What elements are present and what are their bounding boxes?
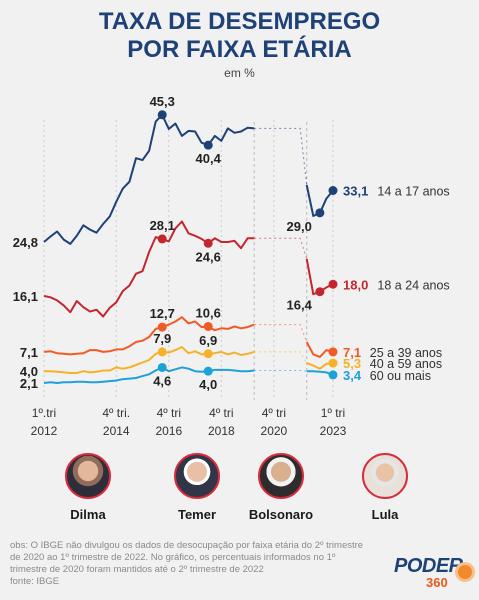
- annotation-point-2-1: [203, 321, 213, 331]
- annotation-point-3-0: [157, 347, 167, 357]
- president-temer: Temer: [152, 453, 242, 522]
- series-end-point-3: [328, 358, 338, 368]
- series-gap-line-4: [254, 370, 307, 372]
- x-tick-label-top-4: 4º tri: [262, 406, 286, 420]
- annotation-label-1-1: 24,6: [196, 249, 221, 264]
- series-name-label-4: 60 ou mais: [370, 369, 431, 383]
- series-name-label-3: 40 a 59 anos: [370, 357, 442, 371]
- logo-number: 360: [426, 575, 448, 590]
- annotation-point-4-1: [203, 366, 213, 376]
- annotation-label-1-0: 28,1: [150, 218, 175, 233]
- obs-line-1: obs: O IBGE não divulgou os dados de des…: [10, 540, 364, 551]
- chart-subtitle: em %: [224, 66, 255, 80]
- president-name: Lula: [371, 507, 399, 522]
- president-bolsonaro: Bolsonaro: [236, 453, 326, 522]
- series-start-label-1: 16,1: [13, 289, 38, 304]
- series-line-0: [43, 113, 255, 245]
- annotation-label-3-0: 7,9: [153, 331, 171, 346]
- x-tick-label-top-2: 4º tri: [157, 406, 181, 420]
- series-gap-line-0: [254, 127, 308, 185]
- annotation-label-2-1: 10,6: [196, 305, 221, 320]
- annotation-point-1-2: [315, 287, 325, 297]
- series-start-label-0: 24,8: [13, 235, 38, 250]
- x-tick-label-bottom-0: 2012: [31, 424, 58, 438]
- series-end-label-2: 7,1: [343, 345, 361, 360]
- annotation-point-0-1: [203, 140, 213, 150]
- series-gap-line-2: [254, 324, 308, 343]
- annotation-label-0-2: 29,0: [287, 219, 312, 234]
- series-start-label-3: 4,0: [20, 364, 38, 379]
- annotation-label-1-2: 16,4: [287, 298, 313, 313]
- x-tick-label-bottom-1: 2014: [103, 424, 130, 438]
- annotation-label-2-0: 12,7: [150, 306, 175, 321]
- president-name: Dilma: [70, 507, 106, 522]
- series-name-label-1: 18 a 24 anos: [377, 278, 449, 292]
- annotation-point-0-2: [315, 208, 325, 218]
- annotation-label-3-1: 6,9: [199, 333, 217, 348]
- series-end-point-4: [328, 370, 338, 380]
- series-line-2: [43, 316, 255, 356]
- series-start-label-2: 7,1: [20, 345, 38, 360]
- series-start-label-4: 2,1: [20, 376, 38, 391]
- line-chart: 1º.tri 2012 4º tri. 2014 4º tri 2016 4º tri 201…: [13, 94, 450, 438]
- president-dilma: Dilma: [43, 453, 133, 522]
- series-line-recent-2: [305, 341, 334, 358]
- annotation-label-0-0: 45,3: [150, 94, 175, 109]
- obs-line-2: de 2020 ao 1º trimestre de 2022. No gráf…: [10, 552, 336, 563]
- annotation-label-4-1: 4,0: [199, 377, 217, 392]
- president-name: Temer: [177, 507, 217, 522]
- series-end-label-1: 18,0: [343, 277, 368, 292]
- series-line-recent-4: [306, 370, 334, 376]
- source-note: fonte: IBGE: [10, 576, 60, 587]
- series-gap-line-3: [254, 351, 308, 364]
- title-line-2: POR FAIXA ETÁRIA: [127, 36, 352, 63]
- series-line-4: [43, 366, 255, 384]
- obs-line-3: trimestre de 2020 foram mantidos até o 2…: [10, 564, 264, 575]
- avatar: [174, 453, 220, 499]
- series-name-label-2: 25 a 39 anos: [370, 346, 442, 360]
- series-end-label-4: 3,4: [343, 368, 362, 383]
- title-line-1: TAXA DE DESEMPREGO: [98, 8, 381, 35]
- series-end-label-0: 33,1: [343, 184, 368, 199]
- series-gap-line-1: [254, 237, 308, 259]
- series-name-label-0: 14 a 17 anos: [377, 185, 449, 199]
- x-tick-label-top-0: 1º.tri: [32, 406, 56, 420]
- chart-title: TAXA DE DESEMPREGO POR FAIXA ETÁRIA: [0, 8, 479, 64]
- series-end-label-3: 5,3: [343, 356, 361, 371]
- annotation-point-3-1: [203, 349, 213, 359]
- series-end-point-0: [328, 186, 338, 196]
- annotation-point-1-0: [157, 234, 167, 244]
- series-line-1: [43, 220, 255, 318]
- annotation-label-0-1: 40,4: [196, 151, 222, 166]
- annotation-point-4-0: [157, 362, 167, 372]
- x-tick-label-bottom-2: 2016: [155, 424, 182, 438]
- annotation-point-2-0: [157, 322, 167, 332]
- x-tick-label-top-3: 4º tri: [209, 406, 233, 420]
- series-end-point-1: [328, 279, 338, 289]
- x-tick-label-top-1: 4º tri.: [102, 406, 130, 420]
- x-tick-label-bottom-5: 2023: [320, 424, 347, 438]
- x-tick-label-bottom-4: 2020: [261, 424, 288, 438]
- avatar: [65, 453, 111, 499]
- annotation-point-1-1: [203, 238, 213, 248]
- poder360-logo: PODER 360: [394, 555, 474, 595]
- presidents-row: Dilma Temer Bolsonaro Lula: [0, 453, 479, 528]
- x-tick-label-top-5: 1º tri: [321, 406, 345, 420]
- avatar: [362, 453, 408, 499]
- logo-word: PODER: [394, 555, 463, 577]
- president-name: Bolsonaro: [248, 507, 314, 522]
- sun-icon: [458, 565, 472, 579]
- footer-notes: obs: O IBGE não divulgou os dados de des…: [10, 540, 370, 588]
- president-lula: Lula: [340, 453, 430, 522]
- avatar: [258, 453, 304, 499]
- annotation-label-4-0: 4,6: [153, 373, 171, 388]
- x-tick-label-bottom-3: 2018: [208, 424, 235, 438]
- series-end-point-2: [328, 347, 338, 357]
- series-line-3: [44, 346, 255, 374]
- annotation-point-0-0: [157, 110, 167, 120]
